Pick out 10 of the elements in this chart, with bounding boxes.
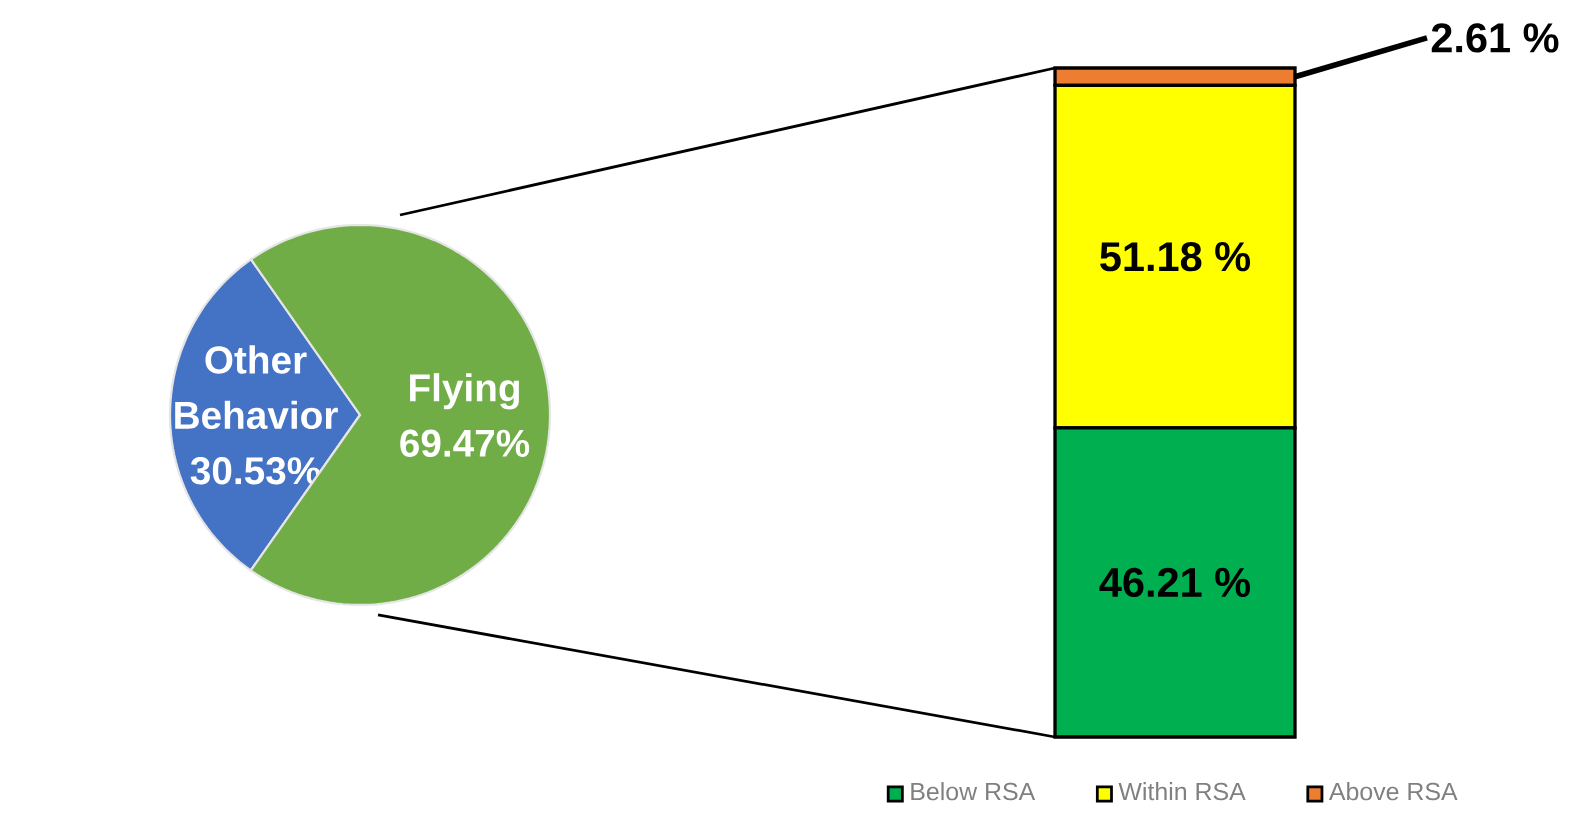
data-label: 30.53% — [190, 457, 321, 485]
legend-label: Below RSA — [911, 782, 1036, 801]
legend-label: Above RSA — [1328, 782, 1458, 801]
data-label: 46.21 % — [1099, 567, 1251, 598]
slice-label: Flying — [410, 373, 519, 410]
legend-label: Within RSA — [1118, 782, 1246, 801]
data-label: 51.18 % — [1100, 241, 1251, 272]
data-label: 69.47% — [400, 429, 530, 457]
slice-label: Other Behavior — [175, 345, 338, 430]
data-label: 2.61 % — [1431, 23, 1559, 53]
